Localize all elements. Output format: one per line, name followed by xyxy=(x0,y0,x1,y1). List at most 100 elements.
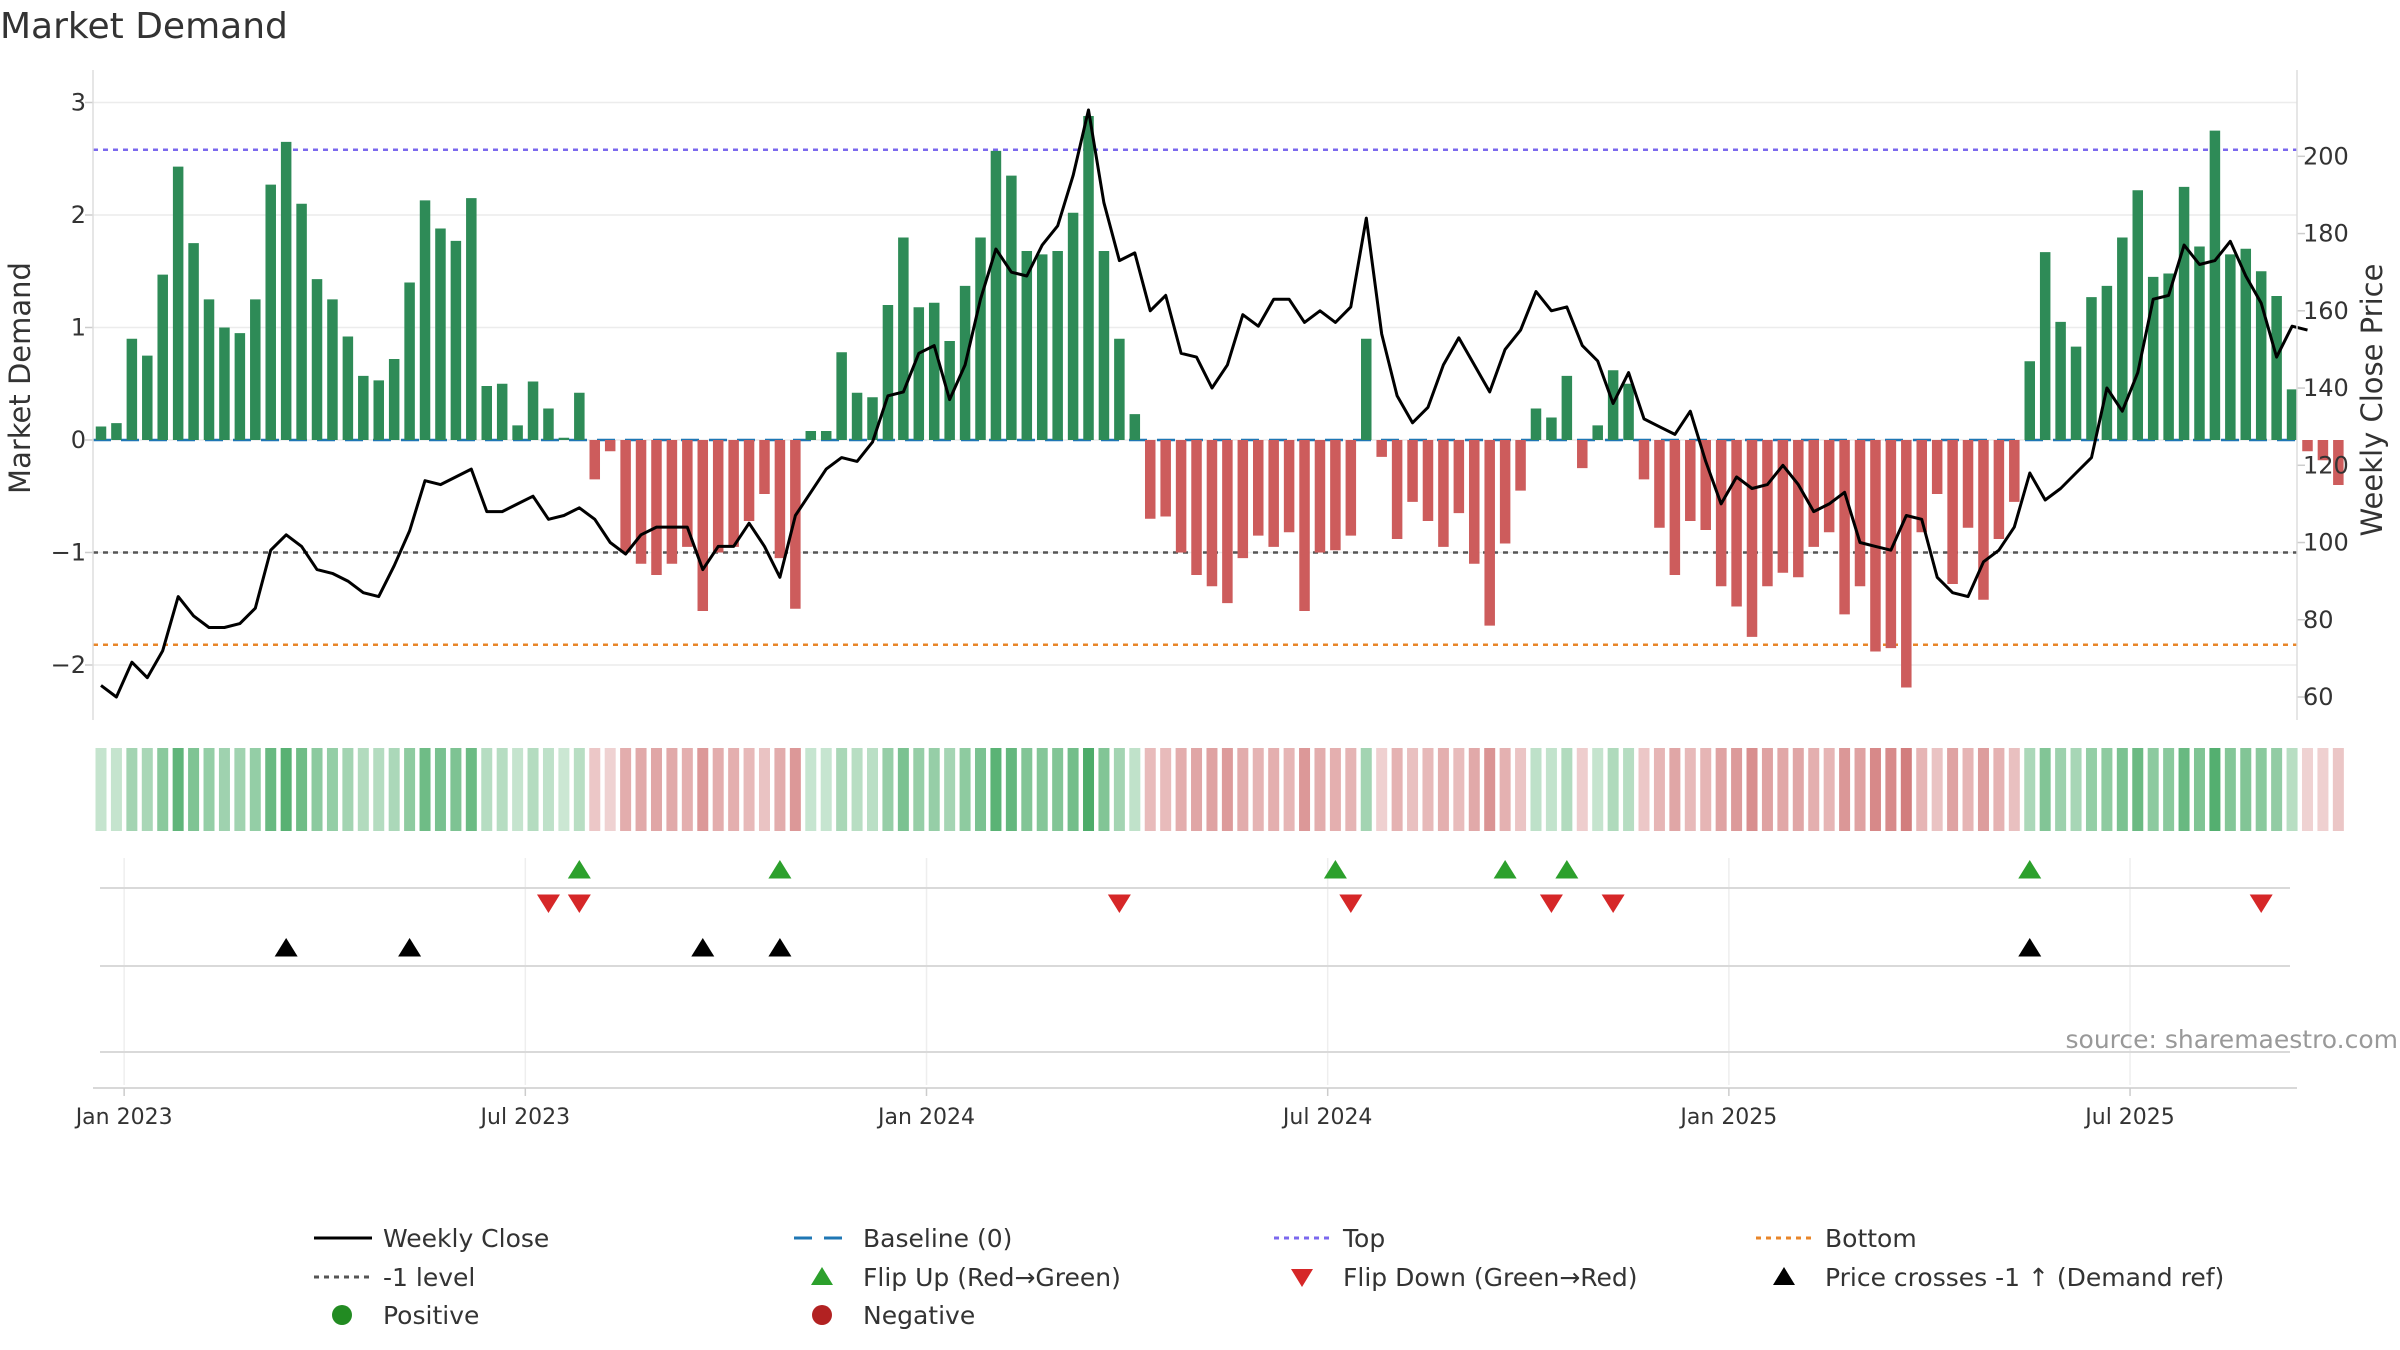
demand-bar-positive xyxy=(404,282,415,440)
strip-cell xyxy=(1422,748,1434,831)
demand-bar-positive xyxy=(2286,389,2298,440)
demand-bar-positive xyxy=(203,299,215,440)
demand-bars xyxy=(95,116,2344,688)
legend-label: Top xyxy=(1342,1224,1385,1253)
strip-cell xyxy=(1191,748,1203,831)
strip-cell xyxy=(2193,748,2205,831)
price-cross-marker xyxy=(398,938,422,957)
strip-cell xyxy=(1561,748,1573,831)
demand-bar-positive xyxy=(419,200,431,440)
strip-cell xyxy=(2008,748,2020,831)
strip-cell xyxy=(1638,748,1650,831)
demand-bar-negative xyxy=(1268,440,1279,547)
demand-bar-negative xyxy=(1854,440,1866,587)
strip-cell xyxy=(1083,748,1095,831)
legend-swatch-circle xyxy=(812,1305,832,1325)
demand-bar-positive xyxy=(172,166,184,440)
demand-bar-negative xyxy=(712,440,724,553)
demand-bar-positive xyxy=(142,355,153,440)
demand-bar-positive xyxy=(1592,425,1603,440)
demand-bar-positive xyxy=(280,141,292,440)
strip-cell xyxy=(558,748,570,831)
strip-cell xyxy=(419,748,431,831)
demand-bar-negative xyxy=(1253,440,1264,536)
strip-cell xyxy=(758,748,770,831)
legend-item: Flip Down (Green→Red) xyxy=(1291,1263,1638,1292)
strip-cell xyxy=(1623,748,1635,831)
strip-cell xyxy=(527,748,539,831)
demand-bar-positive xyxy=(342,336,354,440)
demand-bar-negative xyxy=(1669,440,1681,575)
strip-cell xyxy=(1360,748,1372,831)
demand-bar-positive xyxy=(435,228,446,440)
strip-cell xyxy=(2240,748,2252,831)
strip-cell xyxy=(1160,748,1172,831)
demand-bar-negative xyxy=(1947,440,1958,584)
demand-bar-positive xyxy=(2132,190,2144,440)
y-axis-right-label: Weekly Close Price xyxy=(2355,264,2389,537)
strip-cell xyxy=(2224,748,2236,831)
demand-bar-positive xyxy=(2240,248,2252,440)
strip-cell xyxy=(218,748,230,831)
strip-cell xyxy=(2132,748,2144,831)
strip-cell xyxy=(1900,748,1912,831)
strip-cell xyxy=(1453,748,1465,831)
y-right-tick-label: 200 xyxy=(2303,142,2349,170)
strip-cell xyxy=(265,748,277,831)
strip-cell xyxy=(573,748,585,831)
demand-bar-negative xyxy=(1175,440,1187,553)
demand-bar-negative xyxy=(635,440,647,564)
demand-bar-negative xyxy=(1654,440,1665,528)
strip-cell xyxy=(635,748,647,831)
y-right-tick-label: 80 xyxy=(2303,606,2334,634)
demand-bar-positive xyxy=(1021,251,1033,440)
demand-bar-positive xyxy=(2194,246,2205,440)
strip-cell xyxy=(1468,748,1480,831)
legend-label: Bottom xyxy=(1825,1224,1917,1253)
strip-cell xyxy=(1576,748,1588,831)
strip-cell xyxy=(805,748,817,831)
demand-bar-negative xyxy=(1978,440,1989,600)
flip-down-marker xyxy=(536,894,560,913)
flip-down-marker xyxy=(1601,894,1625,913)
demand-bar-negative xyxy=(1715,440,1727,587)
strip-cell xyxy=(2286,748,2298,831)
strip-cell xyxy=(1977,748,1989,831)
demand-bar-negative xyxy=(1762,440,1773,587)
strip-cell xyxy=(1221,748,1233,831)
demand-bar-negative xyxy=(1962,440,1974,528)
x-tick-label: Jul 2023 xyxy=(479,1105,571,1130)
demand-bar-positive xyxy=(2117,237,2128,440)
flip-down-marker xyxy=(1339,894,1363,913)
strip-cell xyxy=(604,748,616,831)
strip-cell xyxy=(836,748,848,831)
y-left-tick-label: 3 xyxy=(71,89,86,117)
demand-bar-negative xyxy=(743,440,755,521)
strip-cell xyxy=(1993,748,2005,831)
demand-bar-negative xyxy=(2317,440,2329,461)
strip-cell xyxy=(666,748,678,831)
strip-cell xyxy=(789,748,801,831)
demand-bar-positive xyxy=(882,305,894,440)
chart-title: Market Demand xyxy=(0,6,288,47)
demand-bar-positive xyxy=(157,274,168,440)
demand-bar-positive xyxy=(234,333,246,440)
demand-bar-positive xyxy=(1561,375,1573,440)
demand-bar-negative xyxy=(1237,440,1249,559)
legend-label: Weekly Close xyxy=(383,1224,549,1253)
strip-cell xyxy=(172,748,184,831)
strip-cell xyxy=(465,748,477,831)
strip-cell xyxy=(2163,748,2175,831)
strip-cell xyxy=(728,748,740,831)
y-left-tick-label: −2 xyxy=(51,651,86,679)
x-tick-label: Jan 2023 xyxy=(74,1105,173,1130)
strip-cell xyxy=(1283,748,1295,831)
demand-bar-positive xyxy=(1006,175,1017,440)
demand-bar-positive xyxy=(388,359,400,440)
demand-bar-positive xyxy=(805,431,817,440)
demand-color-strip xyxy=(95,748,2344,831)
flip-up-marker xyxy=(1493,860,1517,879)
strip-cell xyxy=(1268,748,1280,831)
demand-bar-negative xyxy=(790,440,801,609)
strip-cell xyxy=(326,748,338,831)
